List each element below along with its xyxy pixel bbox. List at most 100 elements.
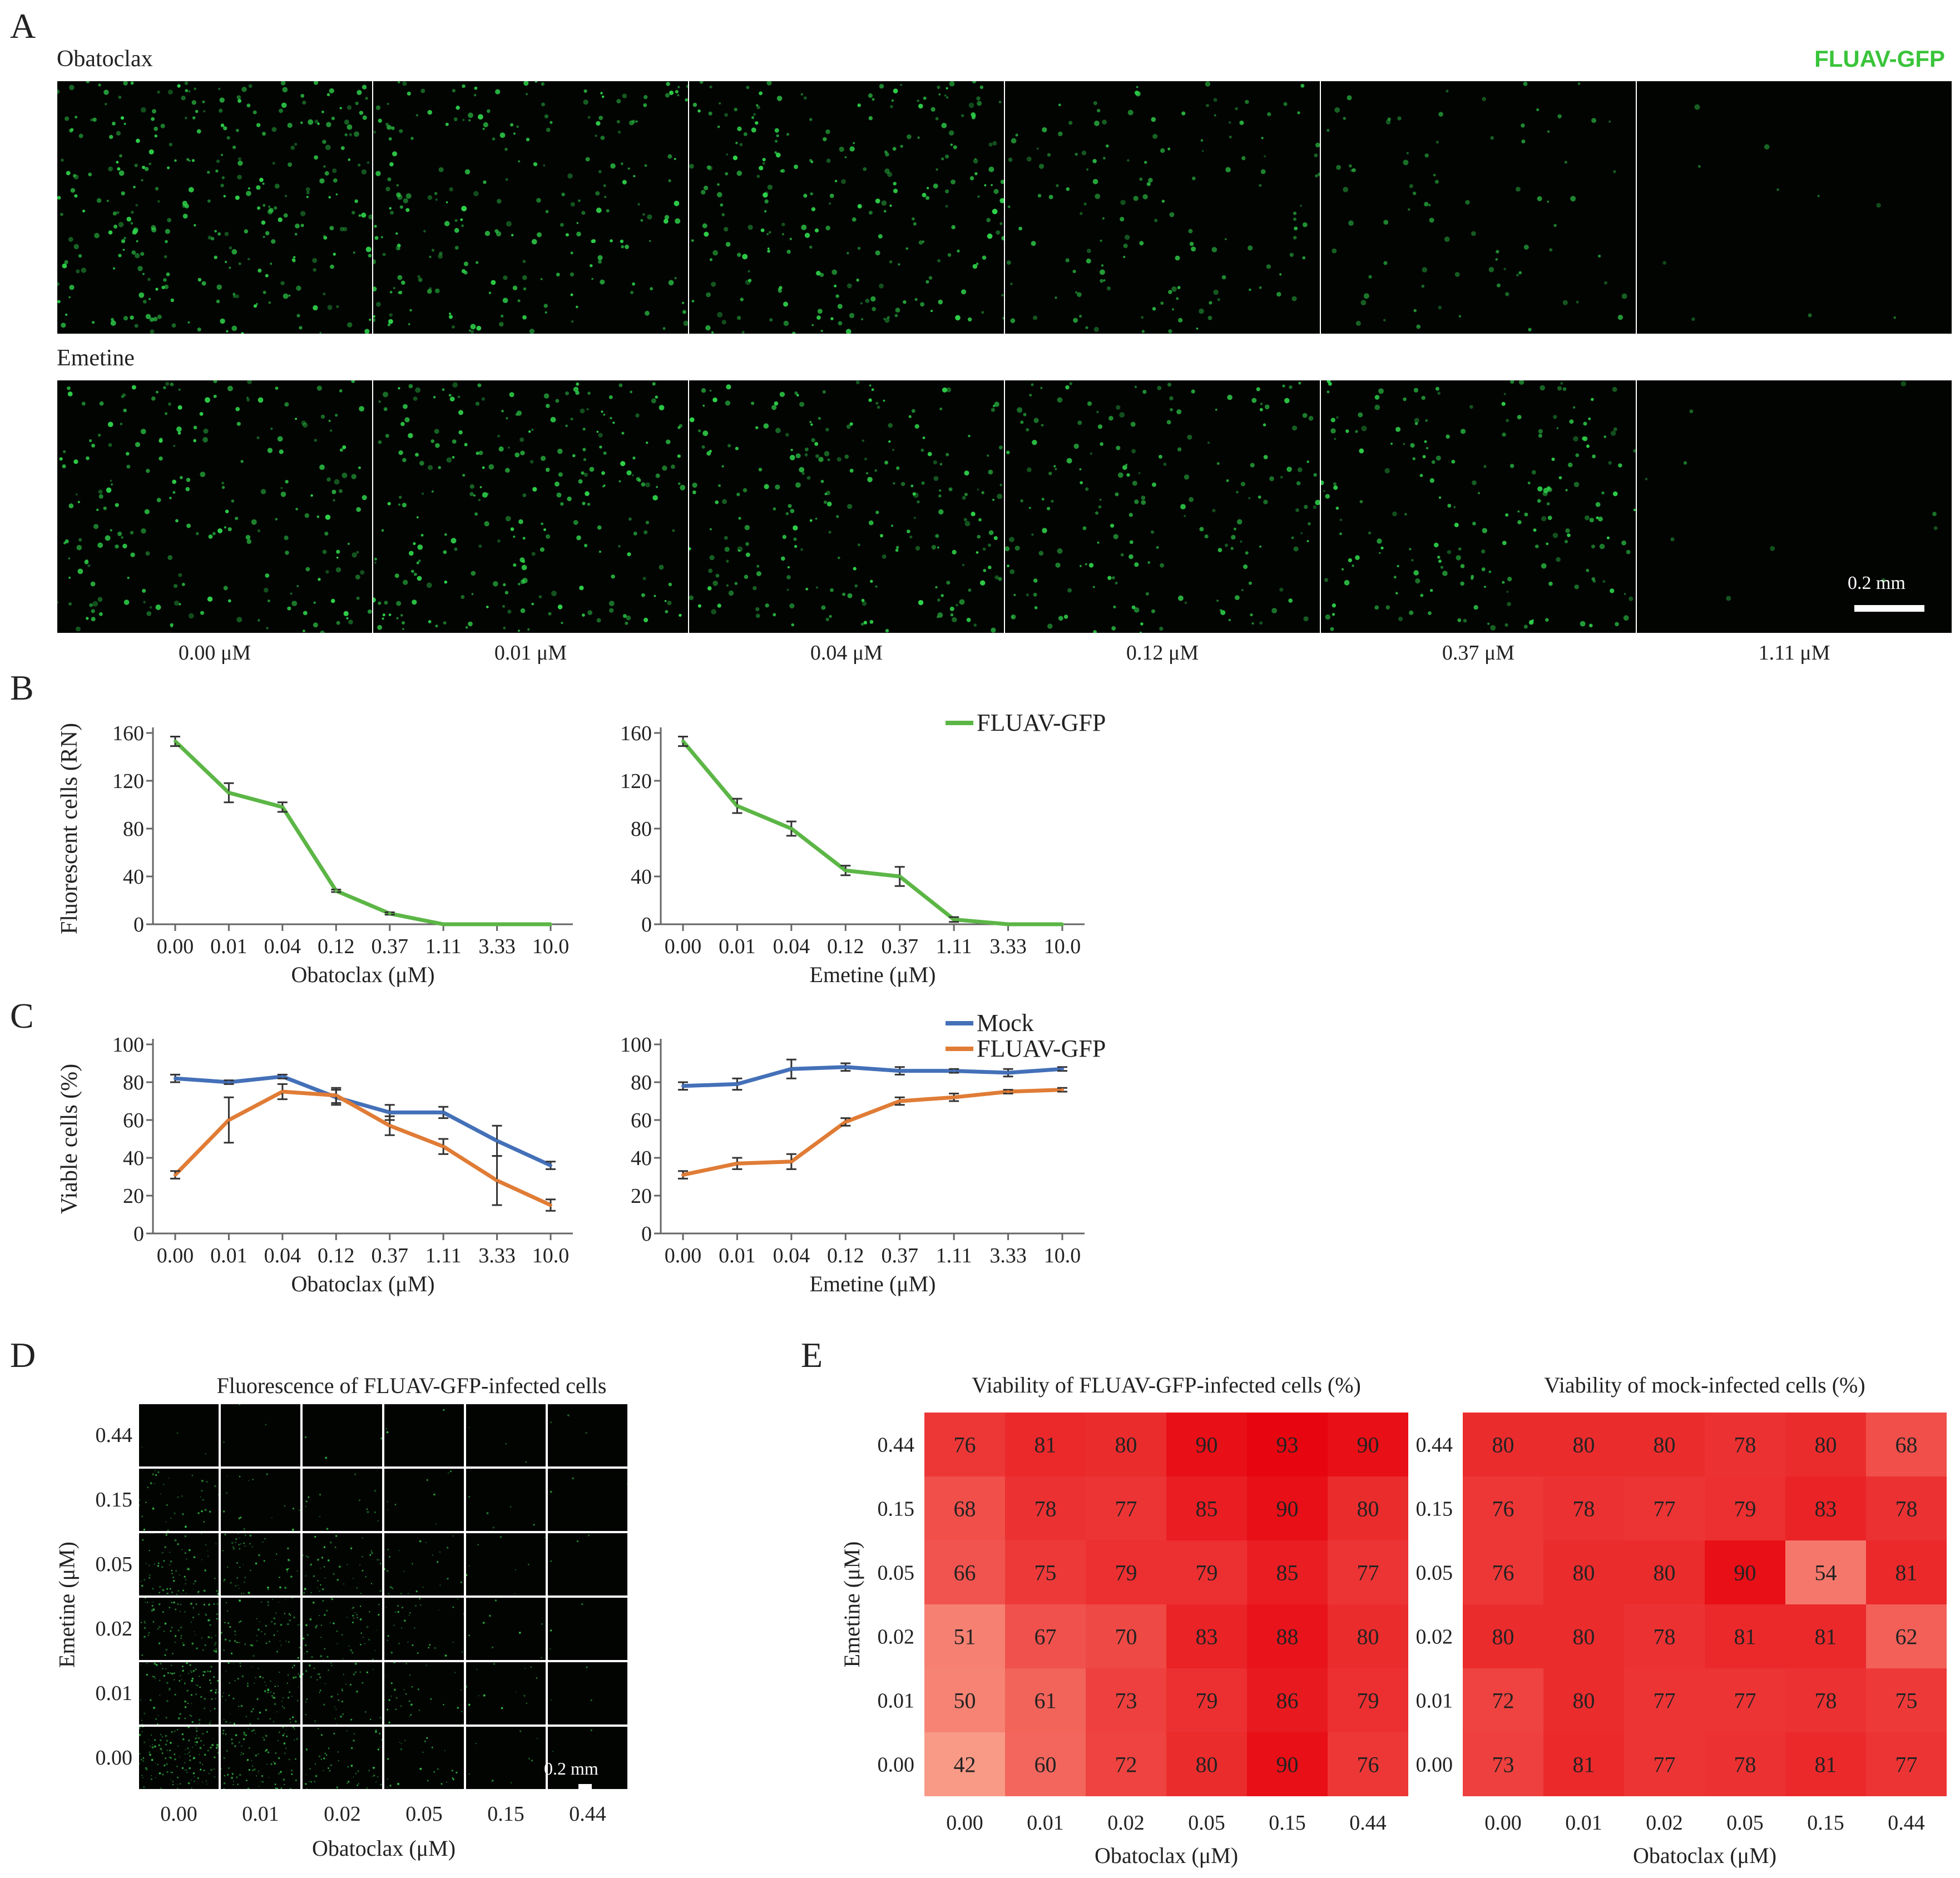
cell-dot	[291, 1598, 293, 1599]
cell-dot	[184, 1682, 186, 1684]
cell-dot	[999, 222, 1003, 225]
cell-dot	[396, 601, 402, 606]
cell-dot	[408, 551, 414, 556]
cell-dot	[284, 402, 289, 407]
cell-dot	[255, 1677, 256, 1678]
heatmap-cell	[1543, 1668, 1624, 1732]
cell-dot	[1374, 404, 1380, 410]
cell-dot	[1001, 236, 1004, 241]
cell-dot	[1123, 256, 1126, 258]
cell-dot	[260, 1781, 261, 1782]
fluorescence-well	[466, 1533, 546, 1595]
cell-dot	[275, 1612, 277, 1614]
cell-dot	[214, 1756, 216, 1758]
cell-dot	[540, 547, 545, 552]
cell-dot	[67, 392, 73, 397]
cell-dot	[1808, 313, 1812, 318]
cell-dot	[774, 151, 777, 154]
cell-dot	[494, 229, 499, 233]
cell-dot	[570, 293, 573, 296]
cell-dot	[1007, 564, 1009, 567]
cell-dot	[454, 219, 458, 222]
cell-dot	[157, 1763, 159, 1765]
cell-dot	[528, 1564, 529, 1565]
cell-dot	[1056, 184, 1059, 187]
cell-dot	[290, 592, 293, 595]
cell-dot	[1495, 258, 1498, 261]
cell-dot	[561, 192, 565, 196]
cell-dot	[587, 503, 591, 506]
cell-dot	[356, 1614, 358, 1616]
cell-dot	[342, 1658, 344, 1659]
cell-dot	[999, 483, 1002, 487]
heatmap-cell	[1785, 1604, 1866, 1668]
cell-dot	[400, 1705, 402, 1707]
cell-dot	[1345, 429, 1349, 433]
cell-dot	[146, 1662, 148, 1664]
x-axis-label: Obatoclax (μM)	[291, 962, 434, 987]
cell-dot	[717, 603, 721, 608]
cell-dot	[166, 1699, 169, 1702]
cell-dot	[216, 159, 220, 163]
cell-dot	[682, 310, 686, 314]
cell-dot	[139, 1727, 141, 1729]
heatmap-value: 80	[1492, 1624, 1514, 1649]
heatmap-cell	[1785, 1413, 1866, 1476]
cell-dot	[170, 298, 175, 303]
cell-dot	[139, 1504, 140, 1506]
cell-dot	[857, 246, 861, 250]
cell-dot	[641, 593, 645, 597]
cell-dot	[62, 263, 67, 269]
data-point	[174, 1077, 177, 1081]
cell-dot	[478, 1695, 479, 1697]
cell-dot	[119, 154, 122, 157]
cell-dot	[849, 468, 854, 473]
cell-dot	[389, 1785, 392, 1787]
cell-dot	[1236, 490, 1239, 494]
cell-dot	[333, 178, 338, 183]
cell-dot	[203, 1745, 205, 1746]
cell-dot	[257, 1698, 259, 1699]
cell-dot	[338, 1565, 341, 1568]
cell-dot	[372, 1776, 373, 1777]
cell-dot	[1506, 419, 1509, 423]
cell-dot	[998, 101, 1002, 103]
cell-dot	[202, 1674, 205, 1676]
cell-dot	[972, 81, 977, 83]
cell-dot	[157, 1562, 160, 1564]
fluorescence-well	[221, 1469, 300, 1531]
cell-dot	[1241, 589, 1244, 592]
cell-dot	[205, 1780, 207, 1782]
cell-dot	[159, 1745, 160, 1746]
x-tick-label: 0.00	[665, 935, 702, 958]
cell-dot	[208, 1773, 210, 1775]
cell-dot	[794, 391, 798, 395]
heatmap-cell	[1866, 1476, 1947, 1540]
cell-dot	[146, 611, 152, 616]
cell-dot	[1315, 499, 1320, 506]
cell-dot	[909, 535, 913, 539]
cell-dot	[341, 1688, 343, 1691]
cell-dot	[319, 1692, 320, 1693]
cell-dot	[387, 323, 391, 326]
cell-dot	[523, 287, 527, 291]
cell-dot	[774, 140, 778, 143]
data-point	[495, 1139, 499, 1143]
cell-dot	[182, 214, 188, 219]
cell-dot	[1548, 487, 1552, 492]
cell-dot	[776, 96, 783, 101]
cell-dot	[98, 494, 103, 499]
cell-dot	[520, 608, 526, 613]
cell-dot	[191, 1721, 194, 1723]
cell-dot	[1108, 415, 1113, 421]
cell-dot	[266, 1763, 268, 1765]
cell-dot	[264, 1633, 266, 1635]
cell-dot	[468, 1495, 471, 1498]
cell-dot	[523, 81, 529, 86]
dose-label: 0.01 μM	[494, 641, 567, 665]
cell-dot	[466, 1685, 468, 1688]
cell-dot	[738, 549, 740, 552]
x-tick-label: 0.05	[405, 1802, 443, 1826]
cell-dot	[726, 153, 728, 156]
cell-dot	[385, 1675, 387, 1677]
